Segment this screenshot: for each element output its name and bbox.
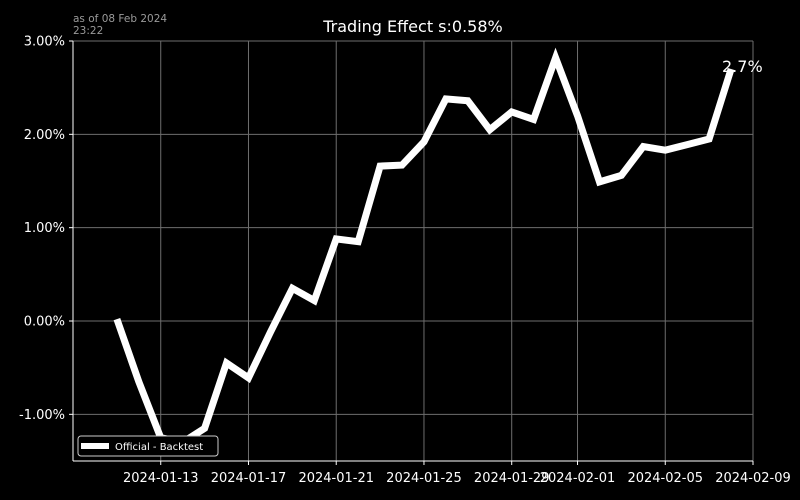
x-tick-label: 2024-02-09 [715,471,791,486]
axes [69,40,754,465]
tick-labels: -1.00% 0.00% 1.00% 2.00% 3.00% 2024-01-13 2024… [19,35,791,487]
y-tick-label: 1.00% [24,221,65,236]
x-tick-label: 2024-02-05 [627,471,703,486]
end-value-label: 2.7% [722,57,763,76]
grid-lines [73,40,754,461]
x-tick-label: 2024-01-29 [474,471,550,486]
y-tick-label: 3.00% [24,35,65,50]
as-of-date: as of 08 Feb 2024 [73,13,168,25]
x-tick-label: 2024-01-25 [386,471,462,486]
x-tick-label: 2024-01-21 [298,471,374,486]
x-tick-label: 2024-01-17 [211,471,287,486]
x-tick-label: 2024-02-01 [540,471,616,486]
y-tick-label: -1.00% [19,408,65,423]
y-tick-label: 2.00% [24,128,65,143]
y-tick-label: 0.00% [24,315,65,330]
legend-label: Official - Backtest [115,442,203,453]
x-tick-label: 2024-01-13 [123,471,199,486]
chart-title: Trading Effect s:0.58% [322,17,502,36]
legend-box [77,435,219,457]
as-of-timestamp: as of 08 Feb 2024 23:22 [73,13,167,37]
legend: Official - Backtest [77,435,219,457]
as-of-time: 23:22 [73,25,104,37]
